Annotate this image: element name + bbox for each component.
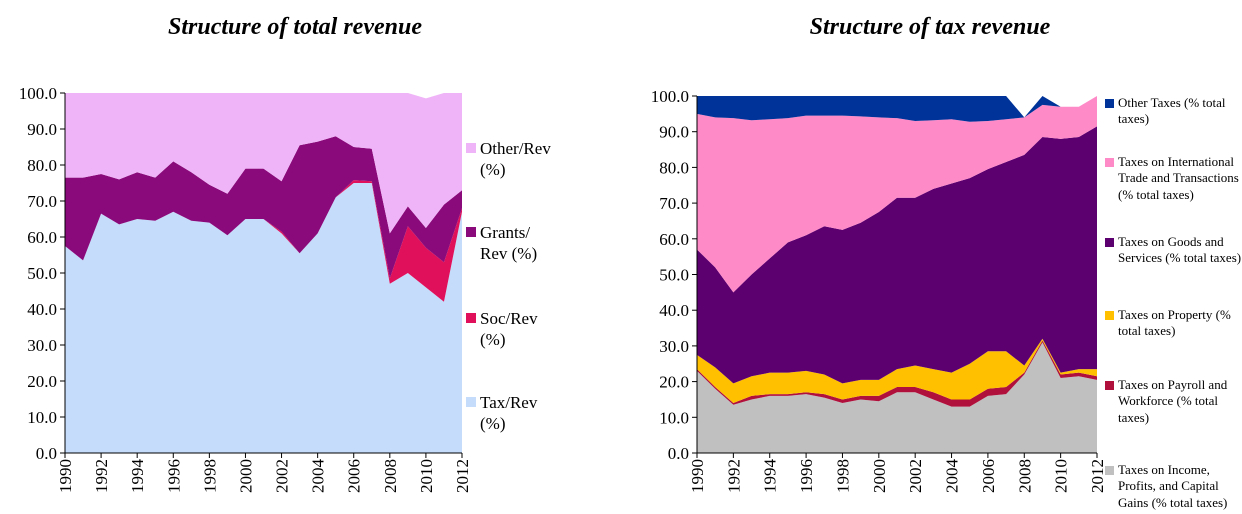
- x-tick-label: 1998: [833, 459, 852, 493]
- legend-label: Other Taxes (% total taxes): [1118, 95, 1226, 127]
- legend-item: Taxes on International Trade and Transac…: [1105, 154, 1242, 203]
- y-tick-label: 30.0: [27, 336, 57, 355]
- x-tick-label: 2006: [979, 459, 998, 493]
- legend-swatch: [466, 397, 476, 408]
- area: [65, 183, 462, 453]
- legend-item: Taxes on Payroll and Workforce (% total …: [1105, 377, 1242, 426]
- area: [65, 180, 462, 302]
- y-tick-label: 90.0: [659, 123, 689, 142]
- y-tick-label: 40.0: [27, 300, 57, 319]
- y-tick-label: 20.0: [27, 372, 57, 391]
- legend-item: Soc/Rev (%): [466, 308, 560, 351]
- x-tick-label: 2010: [417, 459, 436, 493]
- y-tick-label: 80.0: [27, 156, 57, 175]
- x-tick-label: 2008: [1015, 459, 1034, 493]
- legend-label: Tax/Rev (%): [480, 393, 538, 434]
- x-tick-label: 1992: [92, 459, 111, 493]
- y-tick-label: 100.0: [651, 87, 689, 106]
- legend-label: Soc/Rev (%): [480, 309, 538, 350]
- area: [65, 136, 462, 279]
- x-tick-label: 1994: [128, 459, 147, 494]
- y-tick-label: 80.0: [659, 158, 689, 177]
- legend-label: Taxes on International Trade and Transac…: [1118, 154, 1239, 202]
- x-tick-label: 2002: [906, 459, 925, 493]
- x-tick-label: 1998: [200, 459, 219, 493]
- legend-label: Grants/ Rev (%): [480, 223, 538, 264]
- y-tick-label: 60.0: [27, 228, 57, 247]
- legend-item: Other Taxes (% total taxes): [1105, 95, 1242, 128]
- area: [697, 126, 1097, 384]
- legend-item: Tax/Rev (%): [466, 392, 560, 435]
- y-tick-label: 60.0: [659, 230, 689, 249]
- legend-item: Grants/ Rev (%): [466, 222, 560, 265]
- legend-label: Taxes on Goods and Services (% total tax…: [1118, 234, 1242, 266]
- area: [697, 338, 1097, 404]
- legend-item: Taxes on Property (% total taxes): [1105, 307, 1242, 340]
- legend-label: Other/Rev (%): [480, 139, 551, 180]
- x-tick-label: 2000: [236, 459, 255, 493]
- x-tick-label: 2006: [345, 459, 364, 493]
- y-tick-label: 20.0: [659, 373, 689, 392]
- y-tick-label: 10.0: [659, 408, 689, 427]
- legend-swatch: [466, 143, 476, 154]
- x-tick-label: 1990: [688, 459, 707, 493]
- legend-label: Taxes on Property (% total taxes): [1118, 307, 1231, 339]
- x-tick-label: 2000: [870, 459, 889, 493]
- legend-item: Taxes on Goods and Services (% total tax…: [1105, 234, 1242, 267]
- area: [65, 93, 462, 234]
- x-tick-label: 2012: [453, 459, 472, 493]
- legend-swatch: [1105, 380, 1114, 390]
- x-tick-label: 2008: [381, 459, 400, 493]
- y-tick-label: 100.0: [19, 84, 57, 103]
- area: [697, 96, 1097, 293]
- legend-label: Taxes on Payroll and Workforce (% total …: [1118, 377, 1228, 425]
- x-tick-label: 2002: [273, 459, 292, 493]
- x-tick-label: 1992: [724, 459, 743, 493]
- y-tick-label: 10.0: [27, 408, 57, 427]
- x-tick-label: 2004: [309, 459, 328, 494]
- area: [697, 96, 1097, 122]
- x-tick-label: 2004: [943, 459, 962, 494]
- y-tick-label: 0.0: [36, 444, 57, 463]
- x-tick-label: 1990: [56, 459, 75, 493]
- x-tick-label: 1994: [761, 459, 780, 494]
- chart-title: Structure of total revenue: [167, 14, 422, 40]
- y-tick-label: 70.0: [659, 194, 689, 213]
- chart-title: Structure of tax revenue: [809, 14, 1051, 40]
- legend-item: Taxes on Income, Profits, and Capital Ga…: [1105, 462, 1242, 511]
- legend-swatch: [466, 313, 476, 324]
- x-tick-label: 1996: [164, 459, 183, 493]
- y-tick-label: 70.0: [27, 192, 57, 211]
- legend-swatch: [1105, 98, 1114, 108]
- y-tick-label: 90.0: [27, 120, 57, 139]
- legend-swatch: [1105, 157, 1114, 167]
- x-tick-label: 2012: [1088, 459, 1107, 493]
- area: [697, 340, 1097, 407]
- y-tick-label: 40.0: [659, 301, 689, 320]
- y-tick-label: 30.0: [659, 337, 689, 356]
- x-tick-label: 1996: [797, 459, 816, 493]
- legend-item: Other/Rev (%): [466, 138, 560, 181]
- y-tick-label: 50.0: [27, 264, 57, 283]
- legend-swatch: [466, 227, 476, 238]
- legend-label: Taxes on Income, Profits, and Capital Ga…: [1118, 462, 1228, 510]
- legend-swatch: [1105, 237, 1114, 247]
- y-tick-label: 50.0: [659, 266, 689, 285]
- area: [697, 342, 1097, 453]
- y-tick-label: 0.0: [668, 444, 689, 463]
- legend-swatch: [1105, 465, 1114, 475]
- legend-swatch: [1105, 310, 1114, 320]
- x-tick-label: 2010: [1052, 459, 1071, 493]
